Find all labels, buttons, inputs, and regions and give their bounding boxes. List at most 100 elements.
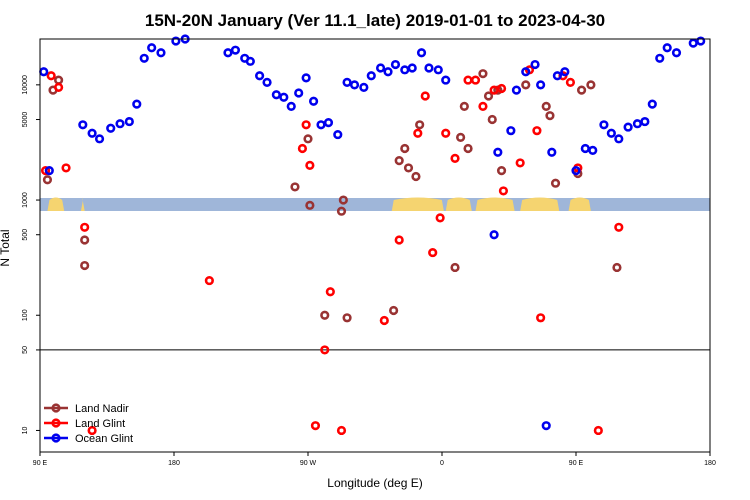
land-patch: [445, 197, 472, 211]
land-glint-point: [46, 71, 56, 81]
land-glint-point: [204, 275, 214, 286]
ocean-glint-point: [94, 134, 105, 144]
x-tick-label: 180: [168, 460, 180, 467]
land-nadir-point: [42, 175, 53, 185]
ocean-glint-point: [106, 123, 116, 133]
ocean-glint-point: [294, 88, 304, 98]
land-nadir-point: [54, 75, 64, 85]
ocean-glint-point: [521, 67, 531, 77]
ocean-glint-point: [359, 82, 369, 93]
land-nadir-point: [521, 80, 531, 90]
land-nadir-point: [389, 305, 399, 316]
y-axis-ticks: 10 50 100 500 1000 5000 10000: [22, 75, 40, 434]
land-nadir-point: [320, 310, 330, 320]
ocean-glint-point: [632, 119, 643, 129]
land-nadir-point: [415, 120, 425, 130]
ocean-glint-point: [44, 166, 54, 176]
ocean-glint-point: [139, 53, 149, 63]
land-nadir-point: [336, 206, 347, 216]
land-glint-point: [80, 222, 90, 232]
land-glint-point: [379, 315, 389, 326]
ocean-glint-point: [588, 145, 598, 155]
ocean-glint-point: [271, 90, 281, 100]
x-tick-label: 0: [440, 460, 444, 467]
ocean-glint-point: [147, 43, 157, 53]
land-nadir-point: [483, 91, 494, 101]
land-nadir-point: [612, 262, 622, 273]
land-nadir-point: [478, 69, 488, 79]
ocean-band: [40, 198, 710, 211]
ocean-glint-point: [416, 48, 427, 58]
ocean-glint-point: [342, 77, 352, 88]
land-glint-point: [478, 101, 488, 111]
ocean-glint-point: [400, 65, 410, 75]
land-nadir-point: [550, 178, 561, 188]
land-nadir-point: [586, 80, 596, 90]
land-nadir-point: [342, 313, 352, 323]
ocean-glint-point: [390, 59, 401, 70]
legend: Land Nadir Land Glint Ocean Glint: [44, 403, 133, 445]
land-patch: [568, 197, 591, 211]
ocean-glint-point: [245, 56, 255, 66]
land-glint-point: [394, 235, 404, 245]
x-tick-label: 90 E: [33, 460, 48, 467]
land-glint-point: [450, 153, 460, 163]
ocean-glint-point: [560, 67, 570, 77]
land-glint-point: [496, 83, 507, 94]
ocean-glint-point: [424, 63, 434, 73]
land-glint-point: [565, 77, 576, 88]
land-nadir-point: [450, 262, 460, 273]
ocean-glint-point: [230, 45, 241, 55]
ocean-glint-point: [349, 80, 360, 90]
land-patch: [80, 197, 85, 211]
ocean-glint-point: [489, 230, 499, 240]
ocean-glint-point: [571, 166, 581, 176]
land-nadir-point: [463, 143, 473, 154]
ocean-glint-point: [87, 128, 97, 138]
ocean-glint-point: [407, 63, 417, 73]
ocean-glint-point: [640, 116, 650, 127]
legend-label-land-glint: Land Glint: [75, 418, 125, 430]
y-tick-label: 50: [22, 346, 29, 354]
ocean-glint-point: [78, 120, 88, 130]
ocean-glint-point: [511, 85, 522, 95]
ocean-glint-point: [530, 59, 540, 70]
ocean-glint-point: [286, 101, 296, 111]
ocean-glint-point: [39, 67, 49, 77]
land-glint-point: [336, 425, 347, 436]
land-nadir-point: [80, 260, 90, 271]
ocean-glint-point: [124, 116, 134, 127]
ocean-glint-point: [671, 48, 682, 58]
ocean-glint-point: [662, 43, 672, 53]
y-tick-label: 100: [22, 309, 29, 321]
plot-frame: [39, 38, 711, 453]
ocean-glint-point: [696, 36, 706, 46]
land-glint-point: [435, 213, 445, 223]
land-nadir-point: [487, 114, 497, 125]
land-glint-point: [498, 186, 509, 196]
legend-label-ocean-glint: Ocean Glint: [75, 433, 133, 445]
ocean-glint-point: [547, 147, 557, 157]
ocean-glint-point: [301, 73, 311, 83]
land-glint-point: [54, 82, 64, 93]
ocean-glint-point: [156, 48, 166, 58]
y-axis-label: N Total: [0, 229, 12, 266]
land-nadir-point: [576, 85, 587, 95]
ocean-glint-point: [552, 71, 562, 81]
ocean-glint-point: [536, 80, 546, 90]
ocean-glint-point: [255, 71, 265, 81]
ocean-glint-point: [441, 75, 451, 85]
land-glint-point: [463, 75, 473, 85]
ocean-glint-point: [580, 143, 590, 154]
legend-marker-land-nadir: [51, 403, 61, 413]
ocean-glint-point: [132, 99, 142, 109]
land-glint-point: [61, 163, 71, 173]
land-nadir-point: [400, 143, 410, 154]
land-glint-point: [614, 222, 624, 232]
y-tick-label: 5000: [22, 112, 29, 128]
land-nadir-point: [459, 101, 469, 111]
ocean-glint-point: [647, 99, 657, 109]
x-tick-label: 90 W: [300, 460, 317, 467]
y-tick-label: 500: [22, 229, 29, 241]
